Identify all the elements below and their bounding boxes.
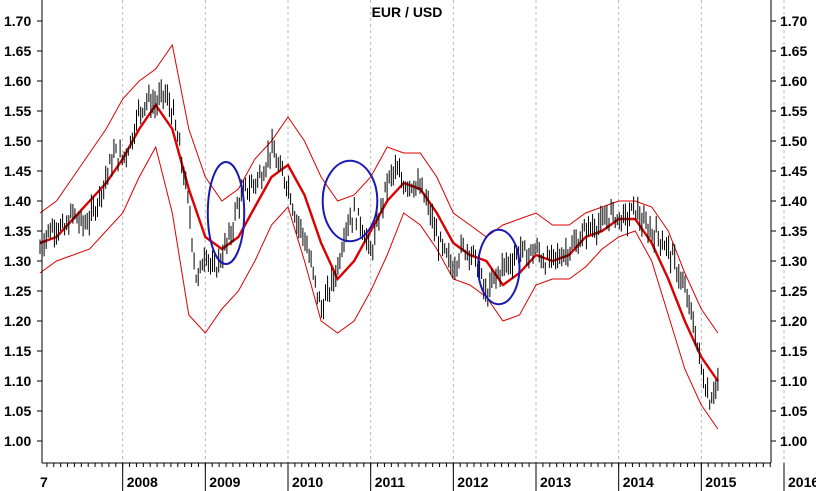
highlight-ellipse	[206, 161, 246, 265]
y-tick-label-right: 1.35	[780, 223, 807, 239]
chart-gridlines	[122, 0, 785, 463]
x-year-label: 2010	[292, 474, 323, 490]
y-axis-right: 1.70 1.65 1.60 1.55 1.50 1.45 1.40 1.35 1.30 1.25…	[771, 13, 807, 449]
y-tick-label-right: 1.70	[780, 13, 807, 29]
y-tick-label-left: 1.00	[4, 433, 31, 449]
y-tick-label-left: 1.45	[4, 163, 31, 179]
x-year-label: 2014	[623, 474, 654, 490]
chart-title: EUR / USD	[372, 4, 443, 20]
y-tick-label-left: 1.20	[4, 313, 31, 329]
y-tick-label-right: 1.00	[780, 433, 807, 449]
y-tick-label-left: 1.10	[4, 373, 31, 389]
y-tick-label-right: 1.20	[780, 313, 807, 329]
y-tick-label-left: 1.25	[4, 283, 31, 299]
bollinger-bands	[39, 43, 719, 430]
y-tick-label-left: 1.40	[4, 193, 31, 209]
y-tick-label-right: 1.30	[780, 253, 807, 269]
y-tick-label-left: 1.15	[4, 343, 31, 359]
y-tick-label-left: 1.65	[4, 43, 31, 59]
y-tick-label-right: 1.65	[780, 43, 807, 59]
y-tick-label-left: 1.35	[4, 223, 31, 239]
lower-band-line	[39, 145, 719, 430]
x-year-label: 2015	[705, 474, 736, 490]
x-year-label: 2013	[540, 474, 571, 490]
y-tick-label-right: 1.40	[780, 193, 807, 209]
y-axis-left: 1.70 1.65 1.60 1.55 1.50 1.45 1.40 1.35 1.30 1.25…	[4, 13, 42, 449]
y-tick-label-left: 1.55	[4, 103, 31, 119]
y-tick-label-left: 1.60	[4, 73, 31, 89]
y-tick-label-right: 1.45	[780, 163, 807, 179]
highlight-circles	[206, 159, 521, 306]
highlight-ellipse	[321, 159, 379, 243]
highlight-ellipse	[477, 228, 521, 306]
price-bars	[39, 79, 719, 410]
y-tick-label-right: 1.55	[780, 103, 807, 119]
x-year-label: 2016	[788, 474, 816, 490]
y-tick-label-left: 1.70	[4, 13, 31, 29]
y-tick-label-right: 1.25	[780, 283, 807, 299]
x-year-label: 2009	[209, 474, 240, 490]
upper-band-line	[39, 43, 719, 334]
y-tick-label-right: 1.05	[780, 403, 807, 419]
y-tick-label-right: 1.10	[780, 373, 807, 389]
x-year-label: 2012	[457, 474, 488, 490]
y-tick-label-right: 1.15	[780, 343, 807, 359]
x-axis: 7 2008 2009 2010 2011 2012 2013 2014 2015 2016	[40, 463, 816, 491]
y-tick-label-left: 1.05	[4, 403, 31, 419]
y-tick-label-left: 1.30	[4, 253, 31, 269]
y-tick-label-right: 1.50	[780, 133, 807, 149]
x-year-label: 2008	[127, 474, 158, 490]
x-year-label: 2011	[375, 474, 406, 490]
y-tick-label-right: 1.60	[780, 73, 807, 89]
y-tick-label-left: 1.50	[4, 133, 31, 149]
x-year-label: 7	[40, 474, 48, 490]
